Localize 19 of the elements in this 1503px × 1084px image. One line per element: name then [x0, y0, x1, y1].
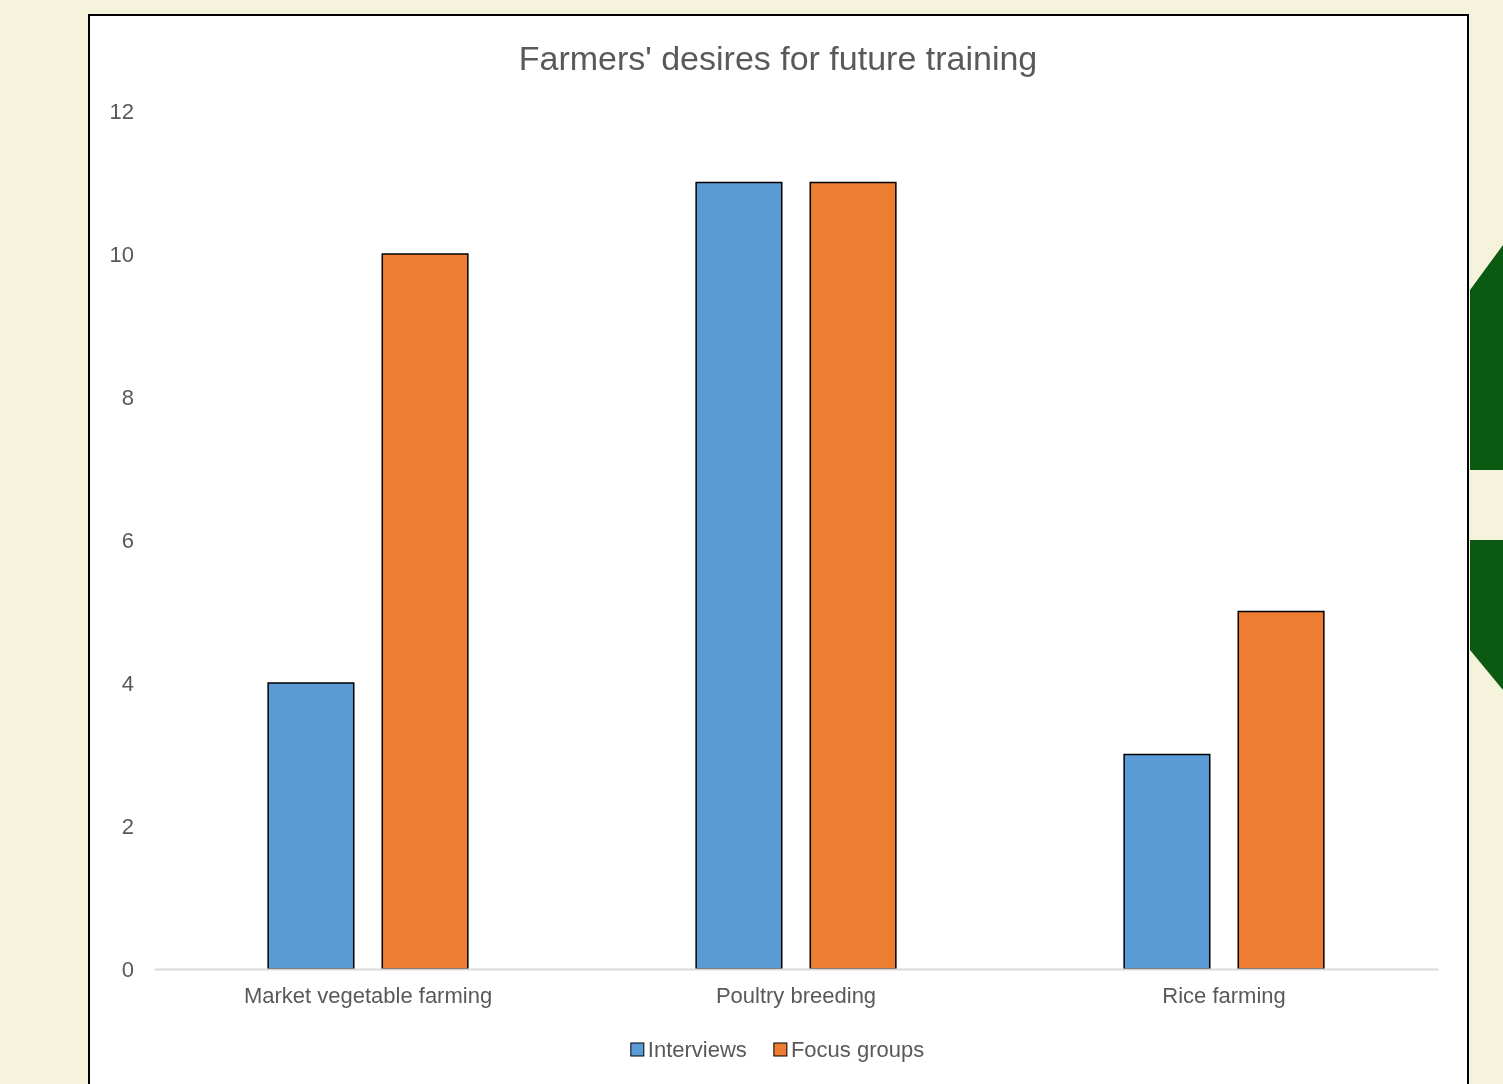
- y-tick-label: 4: [121, 670, 134, 696]
- bar: [1237, 610, 1325, 970]
- bar: [267, 682, 355, 970]
- x-tick-label: Market vegetable farming: [243, 982, 493, 1008]
- bar: [809, 181, 897, 970]
- bar: [1123, 753, 1211, 970]
- x-tick-label: Poultry breeding: [715, 982, 877, 1008]
- chart-title: Farmers' desires for future training: [518, 39, 1038, 77]
- y-tick-label: 8: [121, 384, 134, 410]
- y-tick-label: 10: [109, 241, 134, 267]
- bar: [695, 181, 783, 970]
- x-tick-label: Rice farming: [1162, 982, 1286, 1008]
- legend-label: Interviews: [647, 1037, 747, 1062]
- y-tick-label: 6: [121, 527, 134, 553]
- bar: [381, 253, 469, 970]
- legend-label: Focus groups: [790, 1037, 925, 1062]
- y-tick-label: 12: [109, 98, 134, 124]
- y-tick-label: 0: [121, 956, 134, 982]
- y-tick-label: 2: [121, 813, 134, 839]
